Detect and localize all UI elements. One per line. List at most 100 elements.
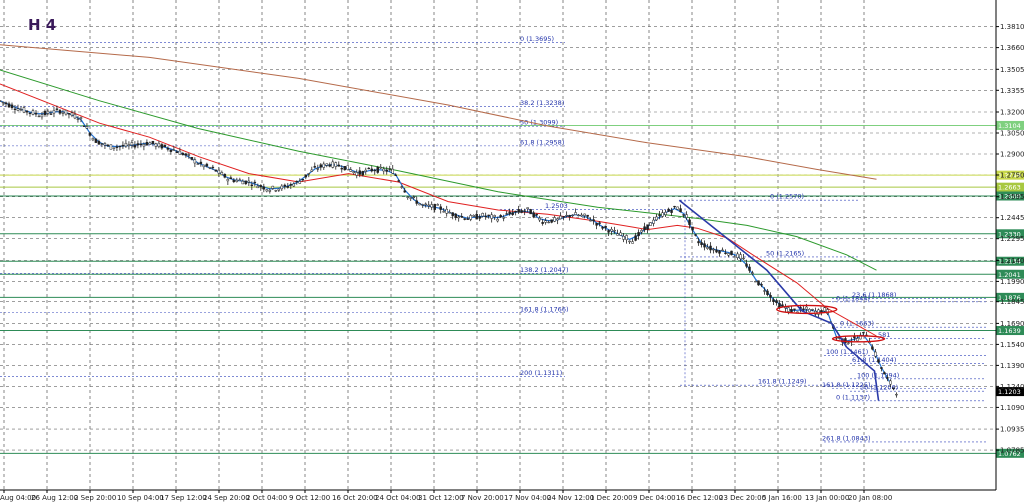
x-tick-label: 13 Jan 00:00 [805,494,849,502]
candle-body [133,144,137,148]
x-tick-label: 20 Jan 08:00 [848,494,892,502]
fib-level-label: 50 (1.2165) [766,249,804,257]
candle-body [76,118,80,120]
candle-body [382,168,385,172]
y-tick-label: 1.3200 [1000,109,1024,117]
y-axis: 1.3810 1.3660 1.3505 1.3355 1.3200 1.3050 1.29… [995,0,1024,490]
candle-body [817,309,820,315]
candle-body [400,186,403,188]
candle-body [712,248,715,251]
candle-body [427,204,430,207]
candle-body [31,110,35,115]
candle-body [580,214,583,217]
candle-body [205,163,209,167]
candle-body [280,185,284,190]
fibonacci-levels: 0 (1.3695) 38.2 (1.3238) 50 (1.3099) 61.8 (… [0,35,986,442]
y-tick-label: 1.2750 [1000,172,1024,180]
candle-body [646,224,649,230]
candle-body [472,215,475,217]
candle-body [661,212,664,217]
candle-body [304,174,308,178]
candle-body [349,169,353,172]
candle-body [244,180,248,185]
candle-body [889,380,892,385]
candle-body [274,190,278,192]
y-tick-label: 1.2900 [1000,151,1024,159]
candle-body [823,307,826,312]
candle-body [163,144,167,148]
x-tick-label: Aug 04:00 [0,494,36,502]
candle-body [103,143,107,146]
candle-body [229,177,233,180]
candle-body [310,169,314,172]
candle-body [10,104,14,109]
x-tick-label: 5 Jan 16:00 [762,494,802,502]
candle-body [247,180,251,183]
candle-body [409,197,412,199]
y-tick-label: 1.1240 [1000,383,1024,391]
candle-body [670,210,673,213]
candle-body [547,221,550,224]
trend-lines [678,199,886,401]
x-tick-label: 2 Sep 20:00 [74,494,116,502]
candle-body [196,163,200,165]
candle-body [415,200,418,204]
y-tick-label: 1.3660 [1000,44,1024,52]
candle-body [583,213,586,216]
candle-body [607,230,610,233]
candle-body [64,109,68,115]
candle-body [181,153,185,155]
candle-body [151,140,155,144]
candle-body [268,190,272,192]
fib-level-label: 61.8 (1.1404) [852,356,896,364]
price-badge-label: 1.2663 [998,184,1021,192]
candle-body [745,263,748,267]
x-tick-label: 17 Sep 12:00 [160,494,207,502]
x-tick-label: 24 Oct 04:00 [375,494,421,502]
candle-body [748,266,751,271]
candle-body [0,100,2,102]
candle-body [433,203,436,210]
candle-body [538,217,541,221]
candle-body [619,232,622,236]
candle-body [1,101,5,104]
candle-body [37,115,41,118]
fib-level-label: 0 (1.1663) [840,320,874,328]
candle-body [331,161,335,168]
candle-body [70,112,74,116]
price-badge-label: 1.2330 [998,230,1021,238]
x-tick-label: 24 Nov 12:00 [547,494,594,502]
candle-body [172,149,176,151]
candle-body [883,372,886,375]
candle-body [169,149,173,152]
candle-body [154,143,158,147]
candle-body [397,180,400,182]
candle-body [421,204,424,206]
candle-body [658,214,661,216]
candle-body [214,169,218,172]
plot-background [0,0,996,490]
candle-body [493,215,496,218]
candle-body [739,254,742,259]
candle-body [361,171,365,176]
y-tick-label: 1.3050 [1000,130,1024,138]
candle-body [199,161,203,165]
y-tick-label: 1.1990 [1000,278,1024,286]
candle-body [862,332,865,334]
candle-body [541,222,544,224]
candle-body [88,132,92,136]
candle-body [616,233,619,236]
candle-body [202,164,206,168]
candle-body [544,220,547,223]
x-tick-label: 24 Sep 20:00 [203,494,250,502]
candle-body [811,308,814,311]
candle-body [640,230,643,233]
candle-body [772,299,775,302]
candle-body [412,196,415,199]
candle-body [340,168,344,170]
x-tick-label: 16 Dec 12:00 [676,494,723,502]
candle-body [520,210,523,213]
candle-body [613,229,616,232]
candle-body [655,216,658,221]
candle-body [526,207,529,209]
